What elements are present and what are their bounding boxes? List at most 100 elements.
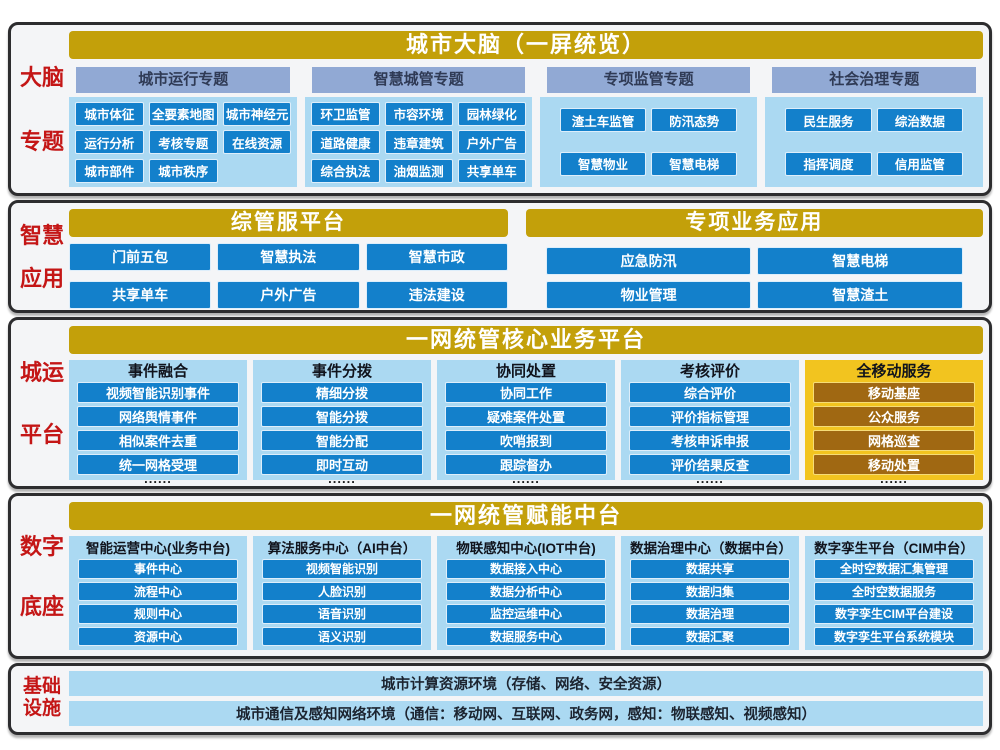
topic-button: 户外广告 [457, 130, 526, 154]
mid-button: 数字孪生CIM平台建设 [814, 604, 974, 624]
app-button: 门前五包 [69, 243, 212, 271]
topic-button: 城市部件 [75, 158, 144, 183]
topic-button: 市容环境 [384, 101, 453, 126]
mid-button: 视频智能识别 [262, 559, 422, 579]
core-column-items: 协同工作 疑难案件处置 吹哨报到 跟踪督办 [445, 382, 607, 475]
topic-button: 综合执法 [311, 158, 380, 183]
topic-button: 智慧物业 [559, 151, 647, 176]
core-platform-columns: 事件融合 视频智能识别事件 网络舆情事件 相似案件去重 统一网格受理 ...... 事… [69, 360, 983, 486]
core-button: 跟踪督办 [445, 454, 607, 475]
side-label-line: 平台 [19, 422, 64, 448]
topic-button: 园林绿化 [457, 101, 526, 126]
app-button: 智慧渣土 [757, 281, 963, 309]
core-column-collaborative-handling: 协同处置 协同工作 疑难案件处置 吹哨报到 跟踪督办 ...... [437, 360, 615, 485]
mid-column-header: 算法服务中心（AI中台） [267, 541, 417, 556]
panel-digital-foundation: 数字 底座 一网统管赋能中台 智能运营中心(业务中台) 事件中心 流程中心 规则中心资… [8, 493, 992, 659]
app-button: 智慧执法 [217, 243, 360, 271]
brain-title-bar: 城市大脑（一屏统览） [69, 31, 983, 59]
mid-column-ai-center: 算法服务中心（AI中台） 视频智能识别 人脸识别 语音识别 语义识别 [253, 536, 431, 650]
topic-button: 环卫监管 [311, 101, 380, 126]
mid-column-items: 全时空数据汇集管理 全时空数据服务 数字孪生CIM平台建设 数字孪生平台系统模块 [814, 559, 974, 646]
topic-button: 指挥调度 [785, 151, 872, 176]
mid-button: 数据共享 [630, 559, 790, 579]
topic-group-body: 环卫监管 市容环境 园林绿化 道路健康 违章建筑 户外广告 综合执法 油烟监测 共享单车 [305, 97, 532, 187]
mid-button: 语义识别 [262, 626, 422, 646]
app-button: 违法建设 [365, 281, 508, 309]
core-column-header: 事件分拨 [311, 363, 372, 380]
topic-button: 考核专题 [148, 130, 218, 154]
panel-infrastructure: 基础 设施 城市计算资源环境（存储、网络、安全资源） 城市通信及感知网络环境（通信：… [8, 663, 992, 735]
core-column-items: 移动基座 公众服务 网格巡查 移动处置 [813, 382, 975, 475]
core-column-assessment-evaluation: 考核评价 综合评价 评价指标管理 考核申诉申报 评价结果反查 ...... [621, 360, 799, 486]
app-section-items: 应急防汛 智慧电梯 物业管理 智慧渣土 [526, 243, 983, 313]
mid-button: 监控运维中心 [446, 604, 606, 624]
core-button: 综合评价 [629, 382, 791, 403]
core-platform-title-bar: 一网统管核心业务平台 [69, 326, 983, 354]
mid-column-header: 物联感知中心(IOT中台) [456, 541, 596, 556]
mid-column-iot-center: 物联感知中心(IOT中台) 数据接入中心 数据分析中心 监控运维中心 数据服务中心 [437, 536, 615, 650]
app-button: 户外广告 [217, 281, 360, 309]
app-section-items: 门前五包 智慧执法 智慧市政 共享单车 户外广告 违法建设 [69, 243, 508, 313]
topic-button: 信用监管 [876, 151, 964, 176]
topic-button: 城市秩序 [148, 158, 218, 183]
mid-button: 数据汇聚 [630, 626, 790, 646]
mid-platform-title-bar: 一网统管赋能中台 [69, 502, 983, 530]
app-section-title-bar: 综管服平台 [69, 209, 508, 237]
mid-button: 资源中心 [78, 626, 238, 646]
core-button: 公众服务 [813, 406, 975, 427]
core-button: 疑难案件处置 [445, 406, 607, 427]
side-label-line: 底座 [19, 594, 64, 620]
side-label-line: 城运 [19, 359, 64, 385]
topic-group-special-supervision: 专项监管专题 渣土车监管 防汛态势 智慧物业 智慧电梯 [539, 67, 758, 187]
mid-column-operation-center: 智能运营中心(业务中台) 事件中心 流程中心 规则中心 资源中心 [69, 536, 247, 650]
core-column-header: 全移动服务 [856, 363, 932, 380]
core-column-header: 考核评价 [679, 363, 740, 380]
app-button: 智慧电梯 [757, 247, 963, 275]
app-button: 物业管理 [545, 281, 752, 309]
core-column-event-dispatch: 事件分拨 精细分拨 智能分拨 智能分配 即时互动 ...... [253, 360, 431, 485]
topic-button: 综治数据 [876, 108, 964, 133]
side-label-line: 设施 [22, 698, 61, 719]
panel-smart-applications: 智慧 应用 综管服平台 门前五包 智慧执法 智慧市政 共享单车 户外广告 违法建设 专项业务… [8, 200, 992, 313]
mid-column-items: 视频智能识别 人脸识别 语音识别 语义识别 [262, 559, 422, 646]
core-button: 移动基座 [813, 382, 975, 403]
topic-button: 道路健康 [311, 130, 380, 154]
panel-city-operation-platform: 城运平台 一网统管核心业务平台 事件融合 视频智能识别事件 网络舆情事件 相似案件去… [8, 317, 992, 489]
mid-button: 数据治理 [630, 604, 790, 624]
topic-group-header: 智慧城管专题 [312, 67, 525, 93]
topic-button: 防汛态势 [651, 108, 738, 133]
infrastructure-bars: 城市计算资源环境（存储、网络、安全资源） 城市通信及感知网络环境（通信：移动网、互… [69, 671, 983, 726]
topic-button: 违章建筑 [384, 130, 453, 154]
core-button: 移动处置 [813, 454, 975, 475]
core-button: 视频智能识别事件 [77, 382, 239, 403]
mid-column-header: 数字孪生平台（CIM中台） [814, 541, 974, 556]
topic-button: 城市神经元 [222, 101, 292, 126]
side-label-line: 大脑 [19, 65, 64, 91]
topic-button: 共享单车 [457, 158, 526, 183]
mid-button: 流程中心 [78, 581, 238, 601]
side-label-line: 专题 [19, 128, 64, 154]
app-section-comprehensive-platform: 综管服平台 门前五包 智慧执法 智慧市政 共享单车 户外广告 违法建设 [69, 209, 508, 313]
panel-infra-side-label: 基础 设施 [15, 670, 69, 726]
core-button: 网络舆情事件 [77, 406, 239, 427]
core-column-header: 协同处置 [495, 363, 556, 380]
panel-platform-side-label: 城运 平台 [15, 324, 69, 480]
mid-button: 数字孪生平台系统模块 [814, 626, 974, 646]
mid-button: 事件中心 [78, 559, 238, 579]
core-button: 智能分拨 [261, 406, 423, 427]
architecture-diagram: 大脑 专题 城市大脑（一屏统览） 城市运行专题 城市体征 全要素地图 城市神经元 运行分… [8, 22, 992, 735]
core-button: 相似案件去重 [77, 430, 239, 451]
core-column-event-fusion: 事件融合 视频智能识别事件 网络舆情事件 相似案件去重 统一网格受理 ...... [69, 360, 247, 485]
topic-button: 运行分析 [75, 130, 144, 154]
mid-button: 语音识别 [262, 604, 422, 624]
core-button: 智能分配 [261, 430, 423, 451]
topic-button: 渣土车监管 [559, 108, 647, 133]
panel-foundation-side-label: 数字 底座 [15, 500, 69, 650]
ellipsis-dots: ...... [696, 471, 724, 486]
infrastructure-bar: 城市通信及感知网络环境（通信：移动网、互联网、政务网，感知：物联感知、视频感知） [69, 701, 983, 726]
topic-button: 在线资源 [222, 130, 292, 154]
topic-group-header: 城市运行专题 [76, 67, 291, 93]
topic-group-header: 专项监管专题 [546, 67, 751, 93]
topic-group-smart-citymgmt: 智慧城管专题 环卫监管 市容环境 园林绿化 道路健康 违章建筑 户外广告 综合执法 油烟监测共… [305, 67, 532, 187]
core-column-mobile-services: 全移动服务 移动基座 公众服务 网格巡查 移动处置 ...... [805, 360, 983, 485]
